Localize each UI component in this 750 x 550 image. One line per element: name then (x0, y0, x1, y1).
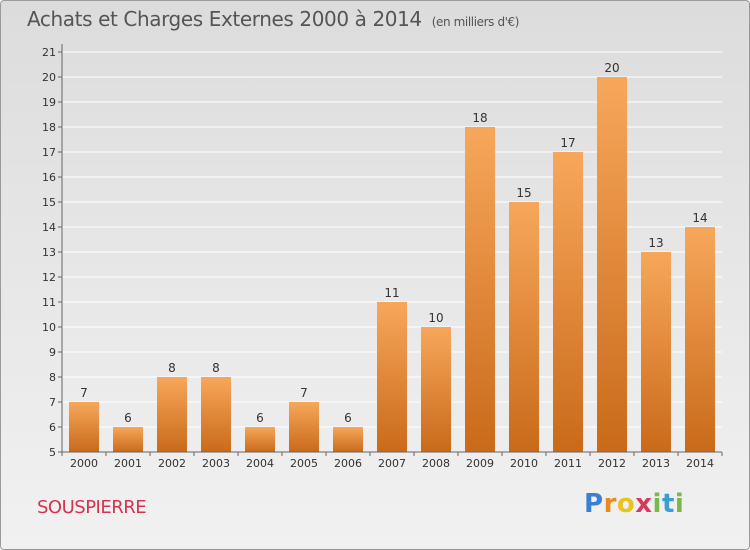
y-tick-label: 13 (42, 246, 56, 259)
chart-title-text: Achats et Charges Externes 2000 à 2014 (27, 7, 422, 31)
chart-unit: (en milliers d'€) (431, 15, 520, 29)
x-tick-label: 2001 (114, 457, 142, 470)
bar-2004 (245, 427, 275, 452)
bar-2009 (465, 127, 495, 452)
logo-letter: o (616, 489, 636, 519)
x-tick-label: 2004 (246, 457, 274, 470)
x-tick-label: 2010 (510, 457, 538, 470)
data-label: 8 (212, 361, 220, 375)
data-label: 15 (516, 186, 531, 200)
proxiti-logo[interactable]: Proxiti (584, 489, 684, 519)
x-tick-label: 2011 (554, 457, 582, 470)
logo-letter: x (635, 489, 653, 519)
x-tick-label: 2005 (290, 457, 318, 470)
data-label: 6 (256, 411, 264, 425)
bar-2007 (377, 302, 407, 452)
bar-2014 (685, 227, 715, 452)
y-tick-label: 18 (42, 121, 56, 134)
y-tick-label: 16 (42, 171, 56, 184)
logo-letter: P (584, 489, 604, 519)
y-tick-label: 7 (49, 396, 56, 409)
logo-letter: r (603, 489, 617, 519)
x-tick-label: 2014 (686, 457, 714, 470)
y-tick-label: 10 (42, 321, 56, 334)
y-tick-label: 21 (42, 46, 56, 59)
chart-title: Achats et Charges Externes 2000 à 2014 (e… (27, 7, 519, 31)
y-tick-label: 5 (49, 446, 56, 459)
data-label: 7 (80, 386, 88, 400)
x-tick-label: 2002 (158, 457, 186, 470)
bar-2011 (553, 152, 583, 452)
x-tick-label: 2006 (334, 457, 362, 470)
bar-2010 (509, 202, 539, 452)
location-name: SOUSPIERRE (37, 497, 147, 518)
y-tick-label: 11 (42, 296, 56, 309)
y-tick-label: 9 (49, 346, 56, 359)
data-label: 6 (124, 411, 132, 425)
data-label: 11 (384, 286, 399, 300)
data-label: 17 (560, 136, 575, 150)
bar-2012 (597, 77, 627, 452)
y-tick-label: 12 (42, 271, 56, 284)
data-label: 20 (604, 61, 619, 75)
x-tick-label: 2008 (422, 457, 450, 470)
data-label: 10 (428, 311, 443, 325)
y-tick-label: 14 (42, 221, 56, 234)
bar-2002 (157, 377, 187, 452)
x-tick-label: 2003 (202, 457, 230, 470)
bar-2013 (641, 252, 671, 452)
data-label: 18 (472, 111, 487, 125)
bar-2008 (421, 327, 451, 452)
logo-letter: i (652, 489, 662, 519)
bar-2006 (333, 427, 363, 452)
y-tick-label: 19 (42, 96, 56, 109)
logo-letter: i (674, 489, 685, 519)
y-tick-label: 15 (42, 196, 56, 209)
bar-2000 (69, 402, 99, 452)
data-label: 7 (300, 386, 308, 400)
y-tick-label: 20 (42, 71, 56, 84)
logo-letter: t (661, 489, 675, 519)
data-label: 13 (648, 236, 663, 250)
data-label: 8 (168, 361, 176, 375)
x-tick-label: 2000 (70, 457, 98, 470)
y-tick-label: 8 (49, 371, 56, 384)
y-tick-label: 6 (49, 421, 56, 434)
data-label: 6 (344, 411, 352, 425)
x-tick-label: 2009 (466, 457, 494, 470)
bar-2003 (201, 377, 231, 452)
y-tick-label: 17 (42, 146, 56, 159)
x-tick-label: 2007 (378, 457, 406, 470)
bar-2001 (113, 427, 143, 452)
data-label: 14 (692, 211, 707, 225)
bar-2005 (289, 402, 319, 452)
x-tick-label: 2013 (642, 457, 670, 470)
x-tick-label: 2012 (598, 457, 626, 470)
